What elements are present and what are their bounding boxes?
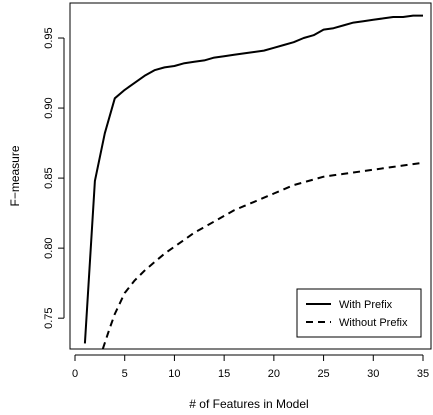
- x-tick-label: 20: [268, 368, 280, 380]
- plot-lines: [83, 14, 424, 349]
- y-tick-label: 0.85: [43, 167, 55, 188]
- x-axis-title: # of Features in Model: [189, 397, 308, 411]
- legend-label-without-prefix: Without Prefix: [339, 317, 408, 329]
- x-tick-label: 10: [168, 368, 180, 380]
- x-tick-label: 30: [367, 368, 379, 380]
- legend: With Prefix Without Prefix: [296, 288, 422, 338]
- y-axis: 0.75 0.80 0.85 0.90 0.95: [43, 27, 65, 329]
- x-tick-label: 35: [417, 368, 429, 380]
- y-tick-label: 0.75: [43, 307, 55, 328]
- y-tick-label: 0.90: [43, 97, 55, 118]
- x-axis: 0 5 10 15 20 25 30 35: [72, 354, 429, 380]
- x-tick-label: 15: [218, 368, 230, 380]
- x-tick-label: 5: [122, 368, 128, 380]
- y-axis-title: F−measure: [8, 145, 22, 206]
- legend-label-with-prefix: With Prefix: [339, 299, 393, 311]
- y-tick-label: 0.80: [43, 237, 55, 258]
- x-tick-label: 0: [72, 368, 78, 380]
- legend-box: [296, 288, 422, 338]
- x-tick-label: 25: [317, 368, 329, 380]
- series-line-with-prefix: [83, 14, 423, 344]
- y-tick-label: 0.95: [43, 27, 55, 48]
- series-line-without-prefix: [101, 161, 424, 349]
- plot-frame: [69, 2, 432, 350]
